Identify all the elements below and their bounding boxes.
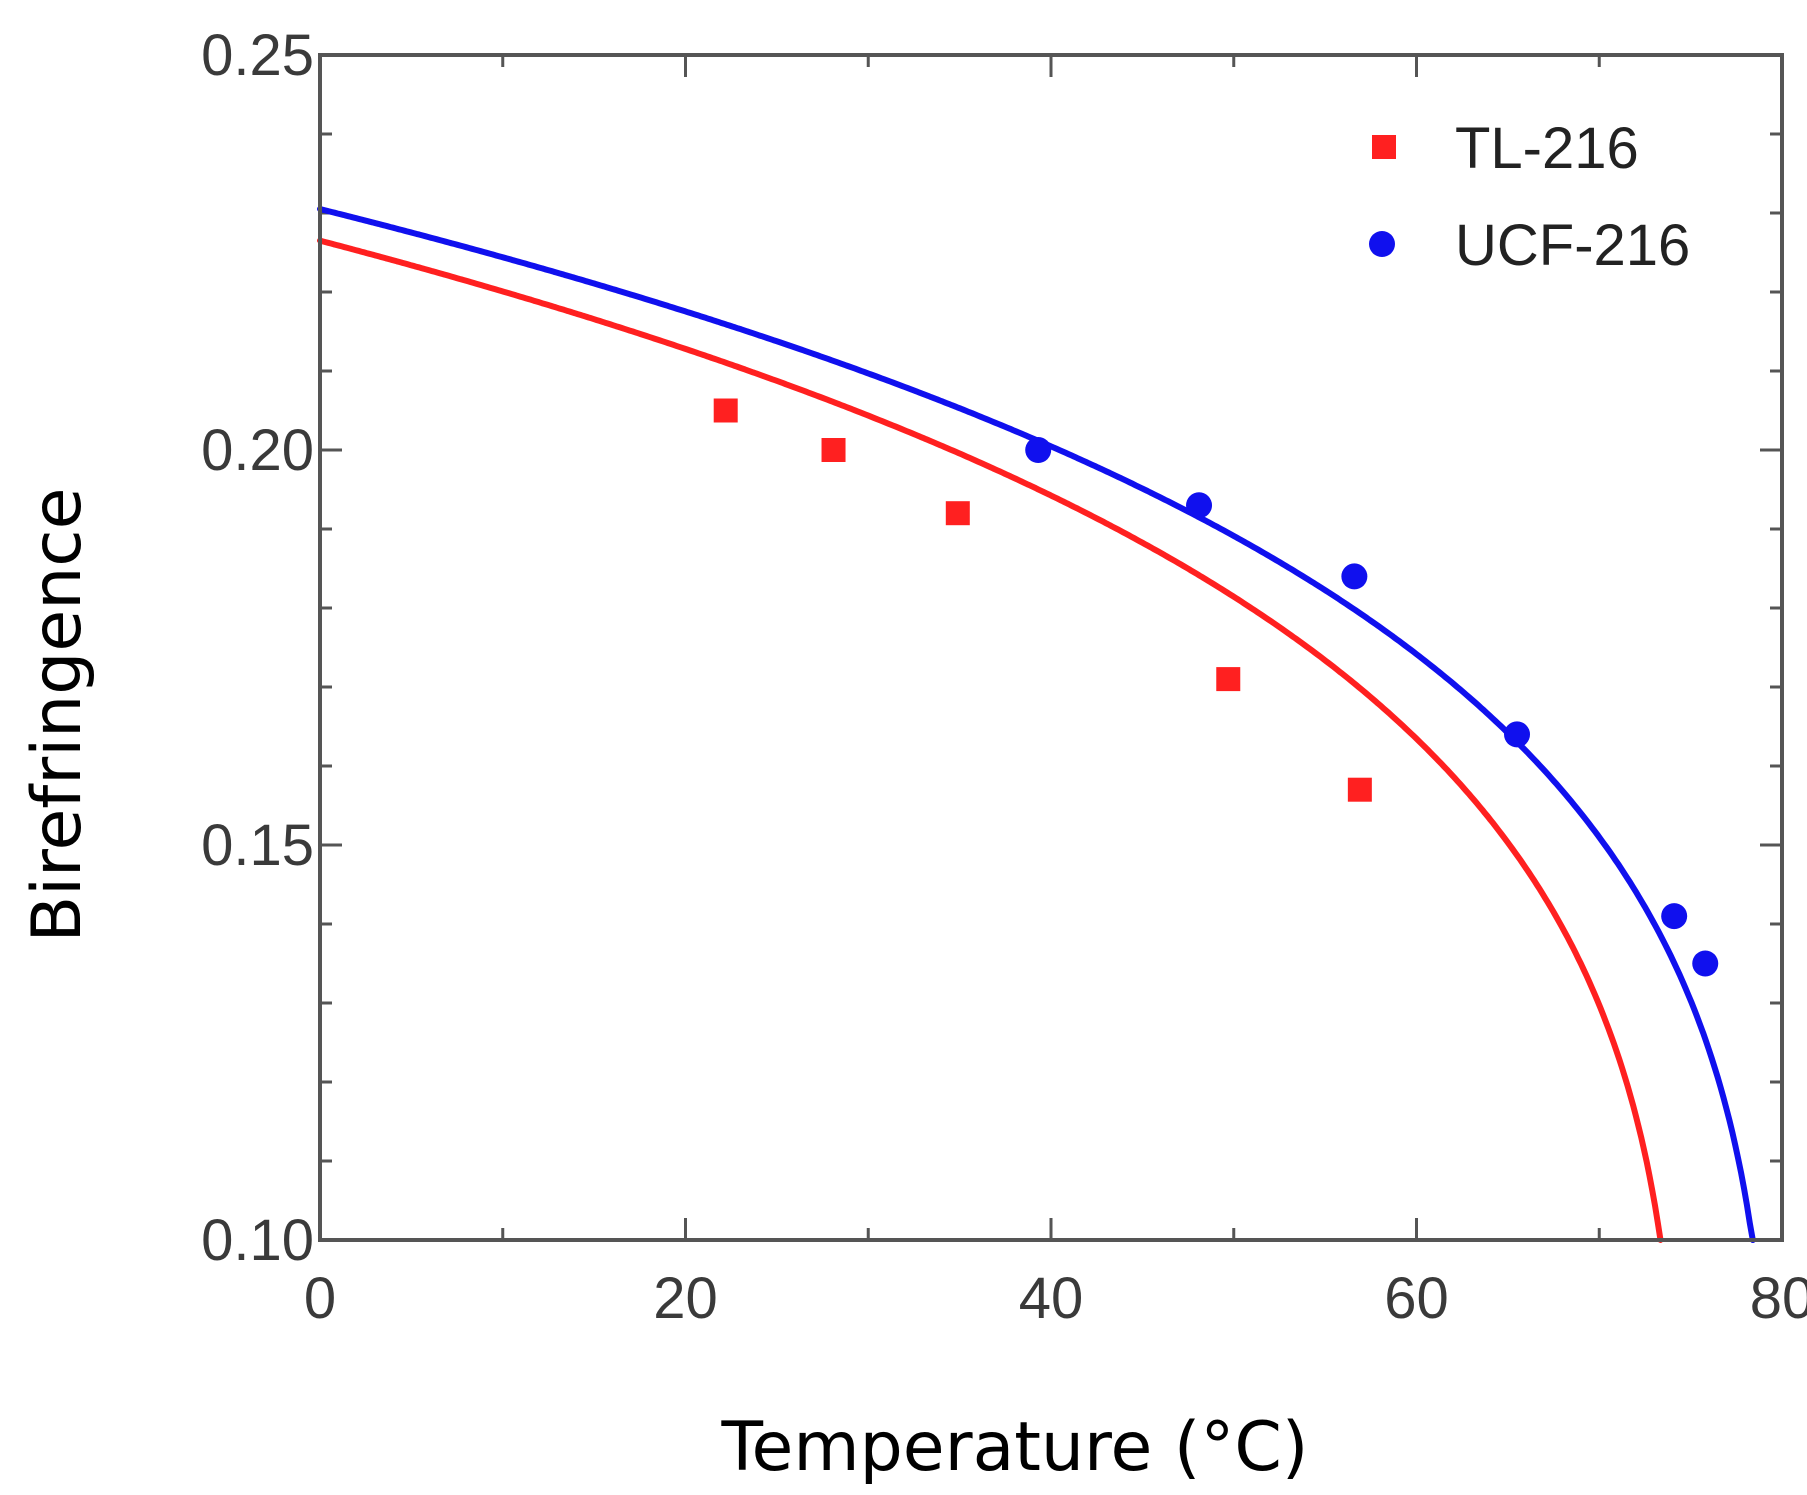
data-point-tl-216: [713, 398, 738, 423]
data-point-ucf-216: [1504, 721, 1531, 748]
data-point-tl-216: [1347, 777, 1372, 802]
legend-marker-ucf-216: [1369, 231, 1395, 257]
fit-lines: [317, 206, 1756, 1243]
data-point-ucf-216: [1661, 903, 1688, 930]
legend: TL-216 UCF-216: [1369, 116, 1690, 278]
y-axis-title: Birefringence: [18, 487, 97, 942]
y-tick-label: 0.15: [201, 813, 314, 878]
data-point-ucf-216: [1186, 492, 1213, 519]
data-points: [713, 398, 1719, 977]
fit-line-tl-216: [317, 237, 1664, 1243]
legend-marker-tl-216: [1372, 135, 1396, 159]
y-tick-label: 0.20: [201, 418, 314, 483]
data-point-tl-216: [821, 438, 846, 462]
legend-label-tl-216: TL-216: [1455, 116, 1639, 181]
x-tick-label: 60: [1384, 1266, 1449, 1331]
data-point-ucf-216: [1341, 563, 1368, 590]
y-tick-label: 0.10: [201, 1208, 314, 1273]
fit-line-ucf-216: [317, 206, 1756, 1243]
x-tick-labels: 0 20 40 60 80: [304, 1266, 1807, 1331]
x-tick-label: 80: [1750, 1266, 1807, 1331]
legend-label-ucf-216: UCF-216: [1455, 213, 1690, 278]
data-point-ucf-216: [1692, 950, 1719, 977]
data-point-ucf-216: [1025, 437, 1052, 463]
data-point-tl-216: [1216, 667, 1241, 692]
x-axis-title: Temperature (°C): [721, 1408, 1309, 1487]
x-tick-label: 20: [653, 1266, 718, 1331]
plot-frame: [318, 53, 1784, 1242]
y-tick-label: 0.25: [201, 23, 314, 88]
x-tick-label: 0: [304, 1266, 336, 1331]
data-point-tl-216: [945, 501, 970, 526]
x-tick-label: 40: [1019, 1266, 1084, 1331]
y-tick-labels: 0.10 0.15 0.20 0.25: [201, 23, 314, 1273]
